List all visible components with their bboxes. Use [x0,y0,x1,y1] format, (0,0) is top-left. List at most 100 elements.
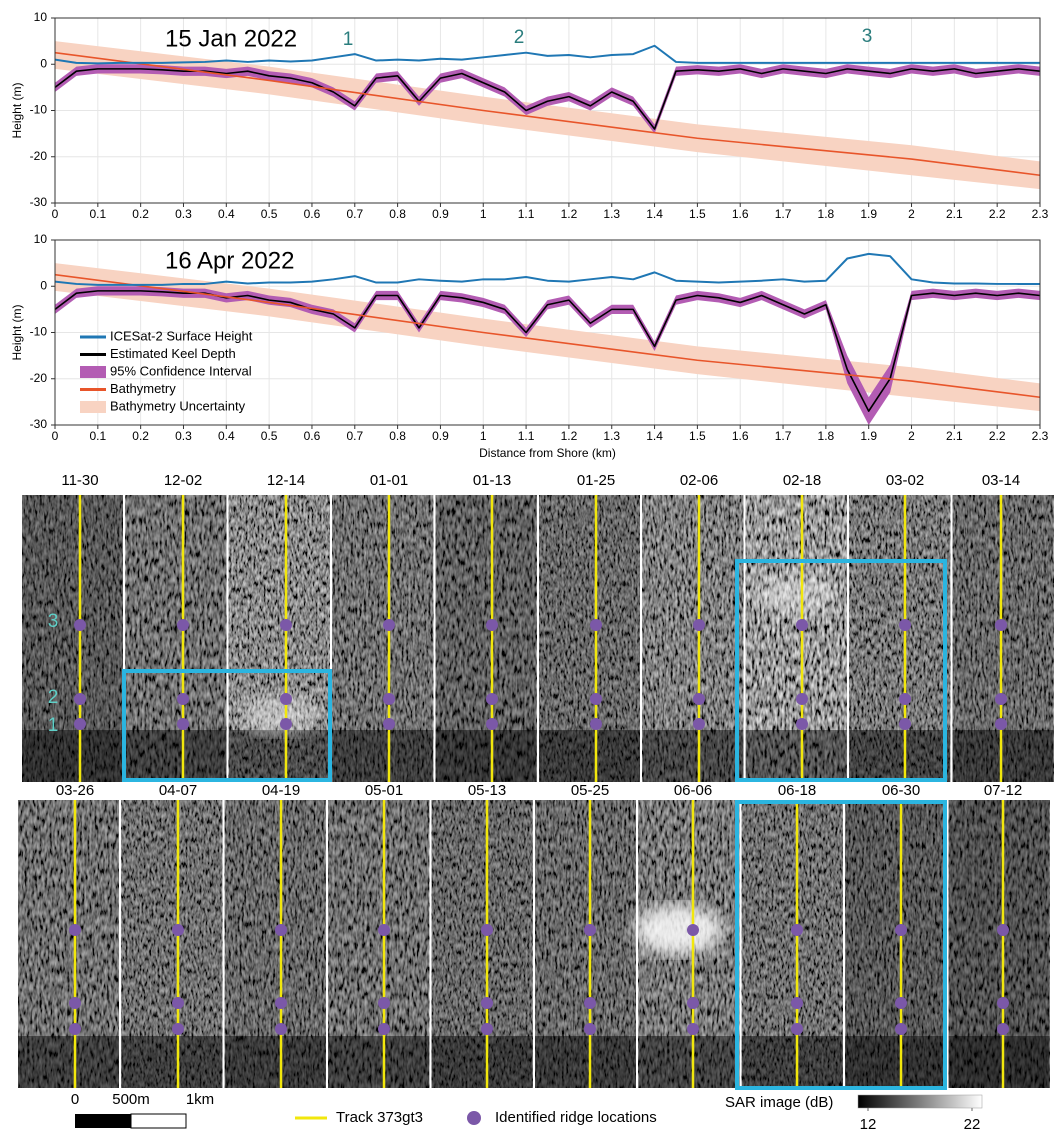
sar-image [642,495,744,782]
ridge-marker [74,619,86,631]
colorbar-tick-label: 22 [964,1116,981,1132]
sar-shade [224,1036,326,1088]
sar-image [952,495,1054,782]
sar-texture [845,800,947,1088]
ridge-marker [997,997,1009,1009]
sar-shade [745,730,847,782]
sar-texture [952,495,1054,782]
y-tick-label: 10 [34,232,48,246]
ridge-marker [172,1023,184,1035]
scale-label: 500m [112,1091,150,1108]
confidence-band [55,64,1040,134]
x-tick-label: 0.2 [132,207,149,221]
legend-label: Estimated Keel Depth [110,346,236,361]
plot-frame [54,239,1041,426]
ridge-marker [378,924,390,936]
highlight-box [735,559,947,782]
sar-shade [125,495,227,782]
x-tick-label: 0.4 [218,207,235,221]
x-tick-label: 1.8 [818,429,835,443]
ridge-marker [481,997,493,1009]
sar-shade [328,800,430,1088]
x-tick-label: 0.7 [346,207,363,221]
highlight-box [122,669,332,782]
sar-image [121,800,223,1088]
ridge-number: 3 [48,611,59,632]
scale-label: 0 [71,1091,79,1108]
y-tick-label: -30 [30,195,48,209]
ridge-marker [899,619,911,631]
ridge-marker [791,924,803,936]
sar-image [22,495,123,782]
ridge-marker [791,1023,803,1035]
sar-shade [535,1036,636,1088]
sar-image [539,495,640,782]
sar-image [745,495,847,782]
ridge-marker [275,1023,287,1035]
sar-shade [224,800,326,1088]
sar-shade [431,1036,533,1088]
sar-image [435,495,537,782]
sar-image [845,800,947,1088]
image-date: 02-18 [783,472,821,489]
legend-swatch [467,1111,481,1125]
image-date: 05-13 [468,782,506,799]
image-date: 06-06 [674,782,712,799]
ridge-marker [172,924,184,936]
x-tick-label: 1.1 [518,207,535,221]
sar-shade [539,495,640,782]
legend-label: 95% Confidence Interval [110,363,252,378]
ridge-marker [693,718,705,730]
sar-bright-patch [238,695,319,735]
ridge-marker [74,693,86,705]
ridge-marker [584,1023,596,1035]
x-tick-label: 1.9 [860,207,877,221]
x-tick-label: 1.5 [689,429,706,443]
x-tick-label: 2.2 [989,429,1006,443]
sar-image [125,495,227,782]
ridge-marker [995,718,1007,730]
highlight-box [735,800,947,1090]
x-tick-label: 2.1 [946,207,963,221]
x-tick-label: 0.1 [89,207,106,221]
image-date: 03-26 [56,782,94,799]
image-date: 03-02 [886,472,924,489]
ridge-marker [899,718,911,730]
image-date: 03-14 [982,472,1020,489]
sar-shade [849,495,951,782]
x-tick-label: 2.3 [1032,429,1049,443]
x-tick-label: 1.7 [775,429,792,443]
x-tick-label: 0.8 [389,207,406,221]
ridge-marker [69,997,81,1009]
colorbar-label: SAR image (dB) [725,1094,833,1111]
ridge-marker [895,924,907,936]
ridge-marker [693,619,705,631]
data-line [55,252,1040,286]
sar-texture [332,495,434,782]
x-tick-label: 1.6 [732,429,749,443]
sar-shade [745,495,847,782]
ridge-marker [481,924,493,936]
sar-shade [18,800,119,1088]
ridge-marker [997,924,1009,936]
data-line [55,68,1040,130]
ridge-annotation: 3 [862,26,873,47]
image-date: 11-30 [61,472,98,489]
confidence-band [55,263,1040,412]
y-tick-label: -20 [30,149,48,163]
plot-series [55,252,1040,425]
legend-swatch [80,366,106,378]
ridge-number: 1 [48,715,59,736]
image-date: 04-07 [159,782,197,799]
x-tick-label: 0.1 [89,429,106,443]
sar-bright-patch [755,575,836,615]
sar-image [633,800,740,1088]
image-date: 01-13 [473,472,511,489]
ridge-annotation: 1 [343,29,354,50]
ridge-marker [590,619,602,631]
x-tick-label: 0.7 [346,429,363,443]
chart-title: 15 Jan 2022 [165,25,297,52]
chart: 0 0.1 0.2 0.3 0.4 0.5 0.6 0.7 0.8 0.9 1 1.1 1.2 1.3 1.… [10,232,1048,460]
sar-shade [845,1036,947,1088]
